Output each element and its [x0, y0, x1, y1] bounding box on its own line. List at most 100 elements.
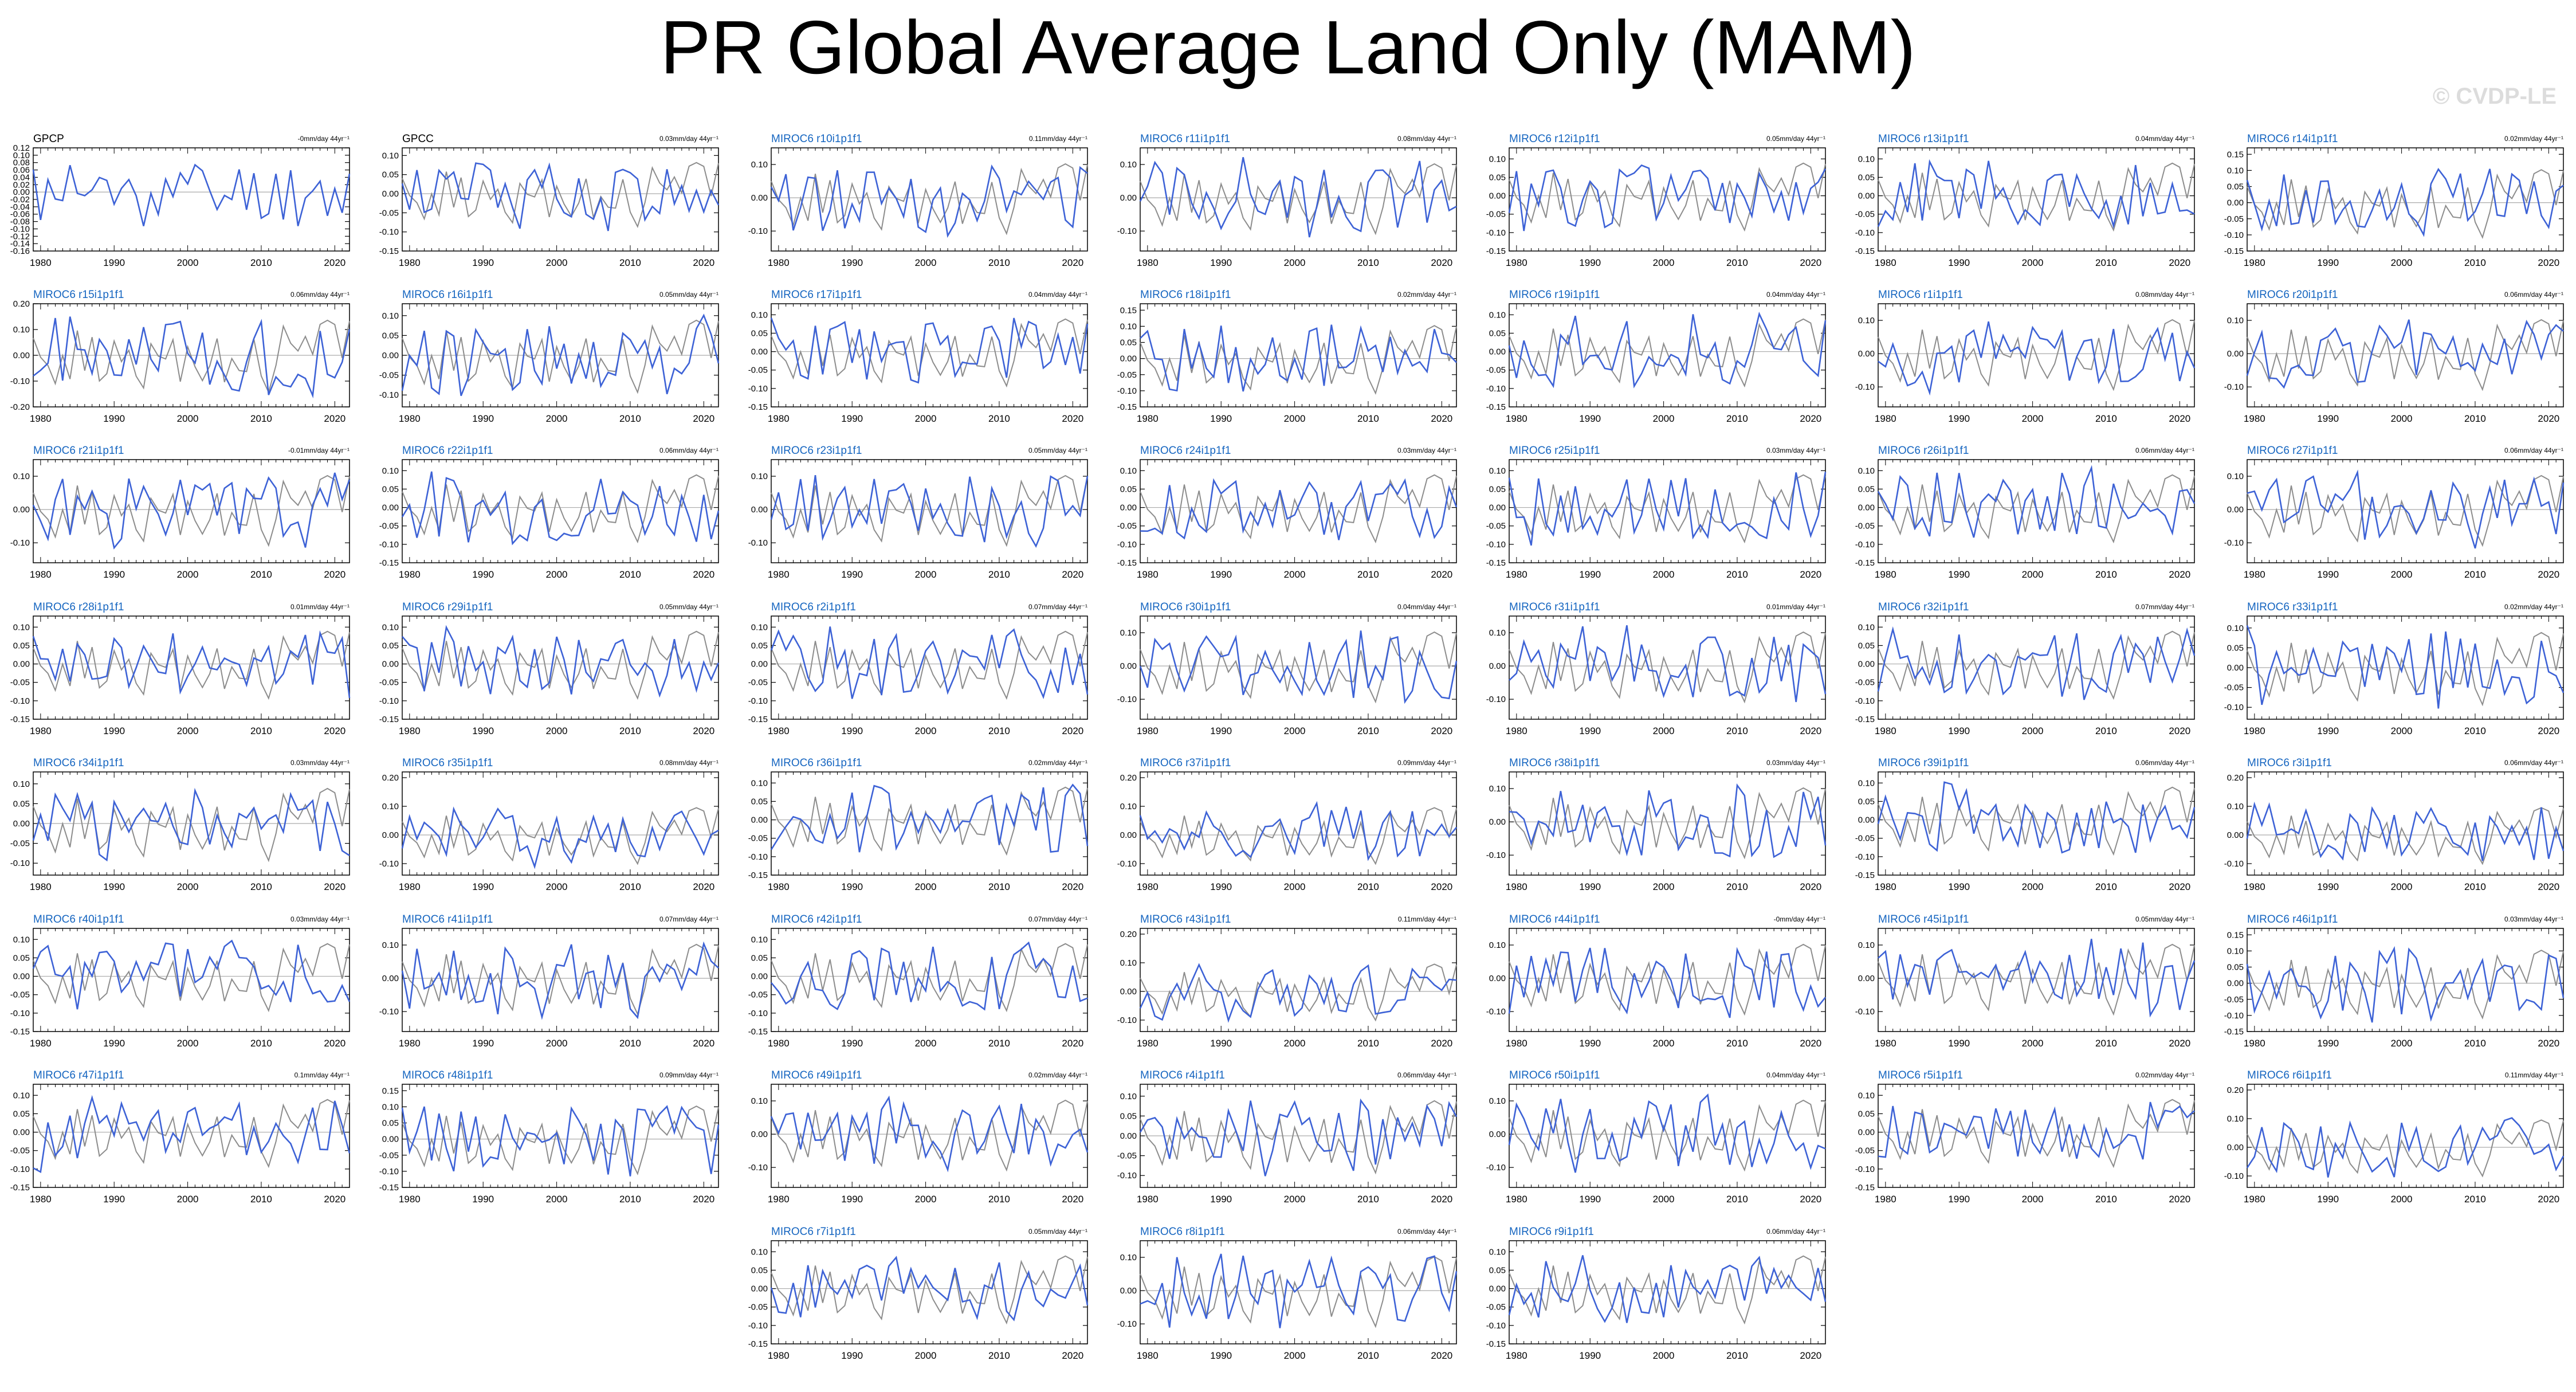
panel-trend-label: 0.05mm/day 44yr⁻¹: [1766, 135, 1825, 143]
model-series-line: [1509, 783, 1827, 858]
model-series-line: [1139, 801, 1458, 861]
y-tick-label: 0.00: [13, 972, 30, 982]
y-tick-label: 0.06: [13, 166, 30, 175]
x-tick-label: 1980: [399, 726, 421, 736]
y-tick-label: 0.05: [751, 953, 768, 963]
y-tick-label: -0.15: [10, 1027, 30, 1037]
model-series-line: [32, 163, 351, 226]
obs-series-line: [33, 475, 350, 547]
x-tick-label: 2020: [2538, 569, 2559, 580]
y-tick-label: -0.15: [1855, 871, 1875, 880]
y-tick-label: 0.10: [1120, 628, 1137, 638]
y-tick-label: 0.10: [382, 802, 399, 811]
x-tick-label: 1990: [1579, 569, 1601, 580]
model-series-line: [1877, 465, 2196, 538]
y-tick-label: -0.10: [1117, 226, 1137, 236]
x-tick-label: 2020: [2538, 257, 2559, 268]
x-tick-label: 2000: [1653, 1038, 1675, 1049]
y-tick-label: 0.00: [13, 660, 30, 669]
panel-frame: [771, 771, 1088, 876]
panel-frame: [1140, 147, 1457, 252]
model-series-line: [1140, 478, 1458, 540]
y-tick-label: -0.10: [10, 858, 30, 868]
obs-series-line: [1140, 963, 1457, 1022]
y-tick-label: -0.10: [379, 1167, 399, 1177]
y-tick-label: 0.00: [382, 189, 399, 199]
x-tick-label: 1990: [2317, 257, 2339, 268]
x-tick-label: 2000: [1284, 257, 1306, 268]
y-tick-label: 0.00: [2227, 979, 2244, 989]
panel-frame: [1140, 459, 1457, 563]
y-tick-label: 0.00: [1858, 974, 1875, 983]
model-series-line: [1140, 324, 1457, 392]
x-tick-label: 2010: [619, 881, 641, 892]
panel-trend-label: 0.06mm/day 44yr⁻¹: [2504, 291, 2563, 299]
panel-frame: [1509, 303, 1826, 407]
model-series-line: [401, 162, 720, 232]
panel-title: MIROC6 r18i1p1f1: [1140, 289, 1231, 301]
x-tick-label: 2020: [2538, 726, 2559, 736]
y-tick-label: -0.15: [10, 1183, 30, 1193]
y-tick-label: -0.10: [1855, 540, 1875, 550]
panel-trend-label: 0.06mm/day 44yr⁻¹: [2135, 759, 2194, 767]
panel-trend-label: 0.06mm/day 44yr⁻¹: [2504, 759, 2563, 767]
panel-frame: [1509, 459, 1826, 563]
x-tick-label: 2020: [1431, 413, 1452, 424]
panel-trend-label: 0.08mm/day 44yr⁻¹: [2135, 291, 2194, 299]
y-tick-label: 0.10: [382, 1102, 399, 1112]
obs-series-line: [33, 787, 350, 862]
y-tick-label: 0.05: [13, 799, 30, 809]
panel: MIROC6 r22i1p1f1 0.06mm/day 44yr⁻¹ 0.10 0.0…: [379, 445, 720, 580]
x-tick-label: 2010: [250, 1038, 272, 1049]
y-tick-label: 0.20: [1120, 773, 1137, 783]
x-tick-label: 2000: [915, 1038, 937, 1049]
y-tick-label: -0.05: [748, 834, 768, 844]
y-tick-label: 0.10: [1489, 784, 1506, 794]
x-tick-label: 2020: [1062, 569, 1083, 580]
y-tick-label: -0.16: [10, 246, 30, 256]
y-tick-label: 0.00: [1489, 347, 1506, 357]
panel: MIROC6 r38i1p1f1 0.03mm/day 44yr⁻¹ 0.10 0.0…: [1486, 757, 1827, 892]
x-tick-label: 2020: [2538, 413, 2559, 424]
x-tick-label: 2020: [1062, 881, 1083, 892]
y-tick-label: 0.10: [751, 622, 768, 632]
obs-series-line: [402, 474, 719, 544]
panel-trend-label: 0.04mm/day 44yr⁻¹: [1397, 603, 1456, 611]
panel: MIROC6 r14i1p1f1 0.02mm/day 44yr⁻¹ 0.15 0.1…: [2224, 133, 2564, 268]
x-tick-label: 2000: [915, 726, 937, 736]
x-tick-label: 1980: [2244, 1038, 2265, 1049]
panel-trend-label: 0.09mm/day 44yr⁻¹: [659, 1071, 718, 1079]
y-tick-label: 0.00: [382, 660, 399, 669]
watermark: © CVDP-LE: [2432, 84, 2557, 109]
y-tick-label: -0.10: [2224, 1011, 2244, 1021]
x-tick-label: 2000: [2022, 257, 2044, 268]
y-tick-label: -0.10: [1486, 695, 1506, 704]
x-tick-label: 2010: [988, 726, 1010, 736]
y-tick-label: 0.00: [1120, 193, 1137, 203]
panel: MIROC6 r40i1p1f1 0.03mm/day 44yr⁻¹ 0.10 0.0…: [10, 913, 351, 1049]
panel-trend-label: 0.02mm/day 44yr⁻¹: [2504, 135, 2563, 143]
panel-frame: [771, 928, 1088, 1032]
model-series-line: [32, 787, 350, 862]
x-tick-label: 1990: [1210, 569, 1232, 580]
x-tick-label: 1980: [2244, 881, 2265, 892]
x-tick-label: 1980: [399, 881, 421, 892]
panel: MIROC6 r16i1p1f1 0.05mm/day 44yr⁻¹ 0.10 0.0…: [379, 289, 720, 424]
panel-trend-label: 0.01mm/day 44yr⁻¹: [1766, 603, 1825, 611]
panel-frame: [402, 459, 719, 563]
panel-frame: [1878, 147, 2195, 252]
obs-series-line: [771, 163, 1088, 236]
panel-title: MIROC6 r27i1p1f1: [2247, 445, 2338, 457]
y-tick-label: 0.05: [382, 170, 399, 180]
y-tick-label: 0.00: [382, 830, 399, 840]
panel-trend-label: 0.05mm/day 44yr⁻¹: [659, 291, 718, 299]
panel-title: MIROC6 r31i1p1f1: [1509, 601, 1600, 613]
panel: MIROC6 r45i1p1f1 0.05mm/day 44yr⁻¹ 0.10 0.0…: [1855, 913, 2196, 1049]
panel-trend-label: 0.03mm/day 44yr⁻¹: [2504, 915, 2563, 923]
y-tick-label: 0.05: [1858, 641, 1875, 650]
panel-frame: [771, 147, 1088, 252]
x-tick-label: 1980: [1875, 413, 1896, 424]
y-tick-label: -0.15: [748, 715, 768, 724]
panel: MIROC6 r2i1p1f1 0.07mm/day 44yr⁻¹ 0.10 0.05…: [748, 601, 1089, 736]
